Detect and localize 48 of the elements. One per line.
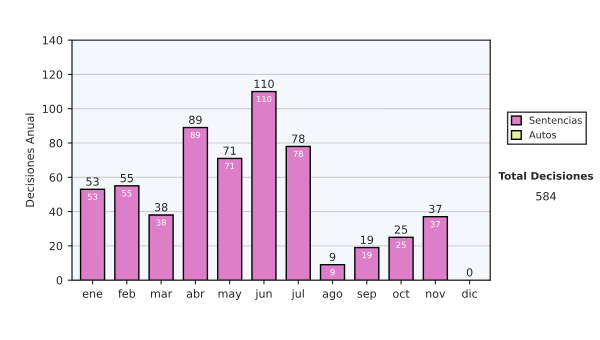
x-tick-label: may: [218, 291, 242, 300]
x-tick-label: jun: [255, 289, 272, 300]
text: 584: [536, 192, 556, 200]
y-tick-label: 80: [50, 138, 62, 148]
data-label: 0: [466, 268, 472, 277]
x-tick-label: abr: [186, 289, 205, 298]
legend-label: Sentencias: [530, 116, 582, 124]
annotation: 89: [189, 116, 202, 124]
annotation: 78: [292, 134, 305, 143]
annotation: 38: [154, 203, 168, 212]
y-tick-label: 120: [42, 70, 62, 79]
data-label: 19: [362, 252, 372, 258]
y-tick-label: 0: [56, 276, 62, 285]
text: Total Decisiones: [498, 172, 594, 180]
annotation: 53: [86, 177, 99, 186]
legend-label: Autos: [529, 131, 556, 138]
data-label: 78: [294, 150, 303, 158]
y-tick-label: 140: [42, 36, 62, 44]
x-tick-label: oct: [393, 290, 410, 298]
x-tick-label: ago: [322, 291, 342, 300]
data-label: 38: [156, 219, 166, 226]
data-label: 89: [190, 132, 200, 138]
y-tick-label: 20: [50, 242, 62, 250]
x-tick-label: feb: [118, 289, 136, 298]
annotation: 37: [429, 204, 442, 214]
data-label: 53: [88, 194, 98, 200]
x-tick-label: nov: [426, 291, 446, 298]
data-label: 37: [430, 221, 440, 228]
annotation: 55: [120, 174, 133, 182]
data-label: 25: [396, 242, 406, 248]
y-tick-label: 100: [42, 104, 62, 114]
y-tick-label: 40: [49, 208, 62, 216]
x-tick-label: jul: [291, 289, 304, 300]
annotation: 110: [254, 80, 274, 88]
x-tick-label: sep: [358, 291, 376, 300]
x-tick-label: ene: [82, 291, 102, 298]
data-label: 55: [122, 190, 132, 196]
annotation: 25: [394, 225, 408, 234]
y-tick-label: 60: [50, 173, 62, 182]
annotation: 9: [330, 252, 336, 262]
data-label: 71: [225, 162, 234, 169]
annotation: 19: [360, 236, 374, 244]
x-tick-label: dic: [462, 289, 478, 298]
data-label: 110: [256, 96, 272, 102]
x-tick-label: mar: [151, 291, 172, 298]
y-axis-title: Decisiones Anual: [25, 114, 34, 207]
data-label: 9: [330, 269, 335, 276]
annotation: 71: [224, 146, 236, 155]
